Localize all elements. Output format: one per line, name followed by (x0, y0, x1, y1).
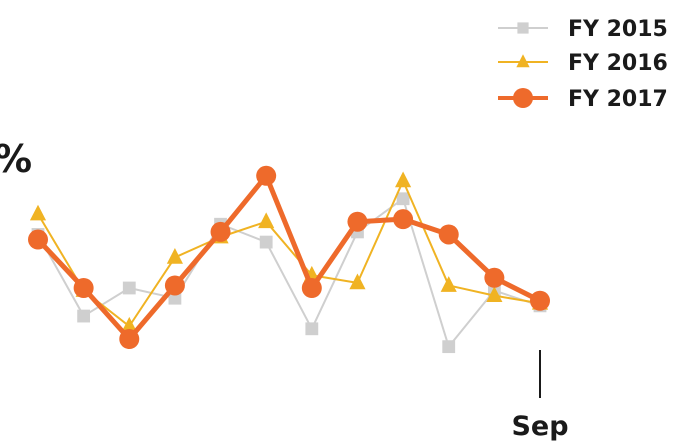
data-point-fy-2015 (396, 192, 410, 206)
series-line-fy-2017 (35, 173, 543, 342)
data-point-fy-2017 (73, 278, 94, 298)
data-point-fy-2015 (259, 235, 273, 249)
series-fy-2015 (31, 192, 547, 354)
data-point-fy-2017 (484, 267, 505, 288)
data-point-fy-2017 (119, 329, 140, 349)
data-point-fy-2017 (393, 209, 414, 230)
data-point-fy-2017 (256, 165, 277, 186)
data-point-fy-2017 (530, 290, 550, 311)
data-point-fy-2016 (29, 204, 47, 221)
series-fy-2017 (28, 165, 550, 349)
x-axis: Sep (511, 350, 569, 442)
data-point-fy-2017 (164, 275, 185, 296)
series-line-fy-2016 (37, 179, 541, 328)
data-point-fy-2015 (122, 281, 136, 295)
legend-marker-fy-2017 (513, 88, 533, 108)
data-point-fy-2016 (440, 276, 457, 292)
data-point-fy-2016 (486, 286, 503, 303)
data-point-fy-2015 (77, 309, 91, 323)
legend-item-fy-2015: FY 2015 (498, 17, 668, 42)
legend-label-fy-2017: FY 2017 (568, 87, 668, 112)
y-unit-label: % (0, 137, 32, 181)
legend-marker-fy-2016 (516, 54, 530, 68)
data-point-fy-2016 (121, 316, 138, 333)
legend-marker-fy-2015 (517, 22, 529, 34)
data-point-fy-2016 (166, 248, 183, 264)
chart-legend: FY 2015 FY 2016 FY 2017 (498, 17, 668, 112)
series-line-fy-2015 (37, 197, 541, 348)
data-point-fy-2015 (442, 340, 456, 354)
x-tick-label-sep: Sep (511, 411, 568, 442)
data-point-fy-2017 (347, 211, 368, 232)
data-point-fy-2016 (258, 212, 275, 229)
data-point-fy-2015 (305, 322, 319, 336)
legend-label-fy-2016: FY 2016 (568, 51, 668, 76)
data-point-fy-2015 (168, 291, 182, 305)
data-point-fy-2017 (301, 278, 322, 298)
series-layer (28, 165, 550, 354)
data-point-fy-2017 (210, 221, 231, 242)
data-point-fy-2016 (349, 273, 366, 290)
data-point-fy-2017 (438, 224, 459, 245)
data-point-fy-2016 (395, 171, 412, 188)
legend-item-fy-2017: FY 2017 (498, 87, 668, 112)
legend-item-fy-2016: FY 2016 (498, 51, 668, 76)
data-point-fy-2017 (28, 229, 48, 250)
legend-label-fy-2015: FY 2015 (568, 17, 668, 42)
